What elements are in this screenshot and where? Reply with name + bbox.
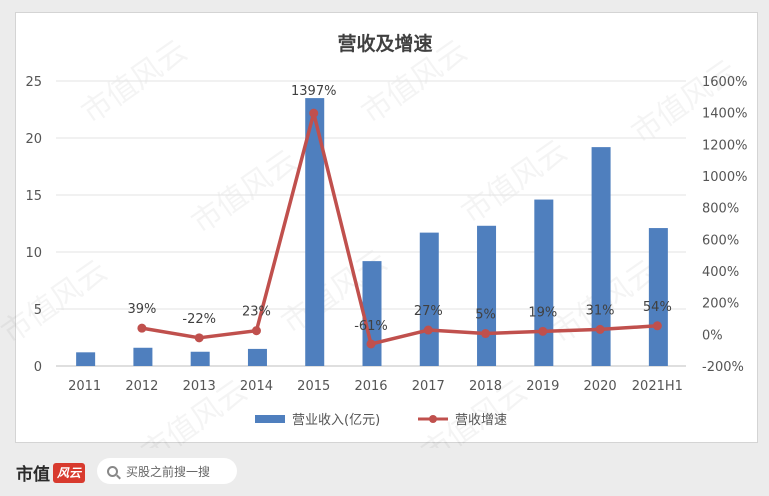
right-tick-label: 200% xyxy=(702,297,739,312)
legend-bar-swatch xyxy=(255,415,285,423)
right-tick-label: 1000% xyxy=(702,170,747,185)
left-tick-label: 20 xyxy=(25,132,42,147)
revenue-growth-chart: 市值风云市值风云市值风云市值风云市值风云市值风云市值风云市值风云市值风云市值风云… xyxy=(0,32,747,448)
growth-data-label: 39% xyxy=(127,302,156,317)
search-icon xyxy=(107,465,118,477)
growth-data-label: 1397% xyxy=(291,84,336,99)
x-tick-label: 2018 xyxy=(469,379,502,394)
x-tick-label: 2017 xyxy=(412,379,445,394)
left-tick-label: 0 xyxy=(34,360,42,375)
bar-2017 xyxy=(419,232,439,366)
growth-data-label: 19% xyxy=(528,305,557,320)
growth-data-label: 23% xyxy=(242,305,271,320)
right-tick-label: 1200% xyxy=(702,138,747,153)
right-tick-label: 800% xyxy=(702,202,739,217)
brand-logo: 市值 风云 xyxy=(16,460,86,485)
bar-2021H1 xyxy=(648,228,668,366)
x-tick-label: 2011 xyxy=(68,379,101,394)
growth-point-2012 xyxy=(137,323,147,333)
growth-data-label: 31% xyxy=(586,303,615,318)
chart-title: 营收及增速 xyxy=(337,32,432,55)
left-axis: 0 5 10 15 20 25 xyxy=(25,75,42,375)
search-box[interactable]: 买股之前搜一搜 xyxy=(97,458,237,484)
legend-line-marker xyxy=(429,415,437,423)
bar-2019 xyxy=(534,199,554,366)
growth-data-label: -61% xyxy=(354,319,388,334)
growth-point-2013 xyxy=(194,333,204,343)
bar-2015 xyxy=(305,98,325,366)
bar-2018 xyxy=(477,225,497,366)
growth-point-2016 xyxy=(366,339,376,349)
watermark-text: 市值风云 xyxy=(455,133,573,230)
search-placeholder: 买股之前搜一搜 xyxy=(126,464,211,479)
x-axis: 2011 2012 2013 2014 2015 2016 2017 2018 2019 2020… xyxy=(68,379,683,394)
right-tick-label: -200% xyxy=(702,360,744,375)
right-axis: -200% 0% 200% 400% 600% 800% 1000% 1200% 1400% 16… xyxy=(702,75,747,375)
chart-card xyxy=(15,12,758,443)
growth-data-label: -22% xyxy=(182,312,216,327)
growth-point-2014 xyxy=(251,326,261,336)
right-tick-label: 1600% xyxy=(702,75,747,90)
brand-text: 市值 xyxy=(16,465,50,485)
watermark-text: 市值风云 xyxy=(625,53,743,150)
growth-data-label: 54% xyxy=(643,300,672,315)
footer-bar: 市值 风云 买股之前搜一搜 xyxy=(0,448,769,496)
watermark-text: 市值风云 xyxy=(75,33,193,130)
brand-mark: 风云 xyxy=(53,462,86,483)
bar-2016 xyxy=(362,261,382,366)
line-series: 39% -22% 23% 1397% -61% 27% 5% 19% 31% 54% xyxy=(127,84,672,349)
bar-2013 xyxy=(190,351,210,366)
right-tick-label: 400% xyxy=(702,265,739,280)
left-tick-label: 25 xyxy=(25,75,42,90)
growth-point-2018 xyxy=(481,329,491,339)
growth-point-2019 xyxy=(538,326,548,336)
bar-2020 xyxy=(591,147,611,366)
left-tick-label: 10 xyxy=(25,246,42,261)
left-tick-label: 5 xyxy=(34,303,42,318)
bar-2014 xyxy=(247,348,267,366)
growth-data-label: 5% xyxy=(475,308,496,323)
bar-series xyxy=(76,98,668,366)
growth-point-2020 xyxy=(595,324,605,334)
legend-line-label: 营收增速 xyxy=(455,413,507,428)
watermark-text: 市值风云 xyxy=(0,253,114,350)
x-tick-label: 2021H1 xyxy=(632,379,683,394)
growth-point-2021H1 xyxy=(652,321,662,331)
left-tick-label: 15 xyxy=(25,189,42,204)
x-tick-label: 2020 xyxy=(584,379,617,394)
bar-2011 xyxy=(76,352,96,366)
legend-bar-label: 营业收入(亿元) xyxy=(292,413,380,428)
growth-line xyxy=(141,111,658,346)
x-tick-label: 2016 xyxy=(354,379,387,394)
growth-point-2015 xyxy=(309,108,319,118)
growth-point-2017 xyxy=(423,325,433,335)
x-tick-label: 2014 xyxy=(240,379,273,394)
right-tick-label: 600% xyxy=(702,233,739,248)
x-tick-label: 2019 xyxy=(526,379,559,394)
watermark-text: 市值风云 xyxy=(185,143,303,240)
x-tick-label: 2013 xyxy=(183,379,216,394)
bar-2012 xyxy=(133,347,153,366)
right-tick-label: 1400% xyxy=(702,107,747,122)
legend: 营业收入(亿元) 营收增速 xyxy=(255,413,507,428)
x-tick-label: 2015 xyxy=(297,379,330,394)
growth-data-label: 27% xyxy=(414,304,443,319)
right-tick-label: 0% xyxy=(702,328,723,343)
x-tick-label: 2012 xyxy=(125,379,158,394)
